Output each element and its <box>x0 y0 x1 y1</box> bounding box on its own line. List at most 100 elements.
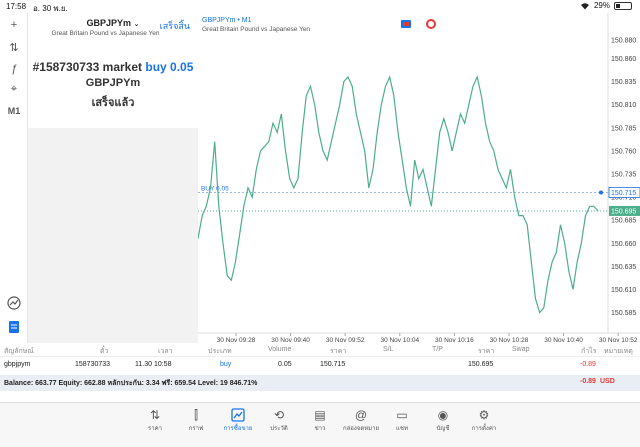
price-chart-svg[interactable]: GBPJPYm • M1 Great Britain Pound vs Japa… <box>198 13 640 343</box>
nav-chart[interactable]: ⫿ กราฟ <box>176 407 216 433</box>
header-profit[interactable]: กำไร <box>581 348 597 355</box>
nav-trade[interactable]: การซื้อขาย <box>218 407 258 433</box>
order-level-handle[interactable] <box>599 190 603 195</box>
chevron-down-icon: ⌄ <box>133 21 140 28</box>
cell-ticket: 158730733 <box>75 361 111 368</box>
cell-profit: -0.89 <box>580 361 596 368</box>
balance-summary: Balance: 663.77 Equity: 662.88 หลักประกั… <box>4 380 258 387</box>
price-tick-label: 150.860 <box>611 56 636 63</box>
nav-label: แชท <box>396 426 408 432</box>
header-symbol[interactable]: สัญลักษณ์ <box>4 348 34 355</box>
status-date: อ. 30 พ.ย. <box>33 4 68 13</box>
symbol-selector[interactable]: GBPJPYm ⌄ <box>28 18 198 28</box>
price-axis: 150.880 150.860 150.835 150.810 150.785 150.7… <box>611 38 636 317</box>
cell-current-price: 150.695 <box>468 361 494 368</box>
nav-settings[interactable]: ⚙ การตั้งค่า <box>464 407 504 433</box>
account-icon: ◉ <box>437 408 449 422</box>
price-tick-label: 150.610 <box>611 287 636 294</box>
nav-label: ข่าว <box>314 426 326 432</box>
balance-row: Balance: 663.77 Equity: 662.88 หลักประกั… <box>0 375 640 391</box>
order-price-tag <box>608 187 640 198</box>
chat-icon: ▭ <box>396 408 408 422</box>
nav-news[interactable]: ▤ ข่าว <box>300 407 340 433</box>
depth-of-market-icon[interactable] <box>426 19 436 29</box>
time-tick-label: 30 Nov 10:16 <box>435 337 474 343</box>
price-line <box>198 75 599 314</box>
positions-table: สัญลักษณ์ ตั๋ว เวลา ประเภท Volume ราคา S… <box>0 343 640 391</box>
total-profit: -0.89 <box>580 378 596 385</box>
nav-label: การซื้อขาย <box>223 426 253 432</box>
nav-quotes[interactable]: ⇅ ราคา <box>135 407 175 433</box>
order-price-label: 150.715 <box>611 190 636 197</box>
header-ticket[interactable]: ตั๋ว <box>100 348 109 355</box>
order-type: buy 0.05 <box>145 60 194 74</box>
trade-icon <box>231 408 245 422</box>
order-panel-icon[interactable] <box>4 317 24 337</box>
done-button[interactable]: เสร็จสิ้น <box>159 21 190 31</box>
time-axis: 30 Nov 09:28 30 Nov 09:40 30 Nov 09:52 30 N… <box>217 333 638 343</box>
timeframe-button[interactable]: M1 <box>7 106 21 116</box>
symbol-description: Great Britain Pound vs Japanese Yen <box>51 30 160 37</box>
header-volume[interactable]: Volume <box>268 346 292 353</box>
battery-icon <box>614 1 632 10</box>
header-swap[interactable]: Swap <box>512 346 530 353</box>
table-row[interactable]: gbpjpym 158730733 11.30 10:58 buy 0.05 1… <box>0 358 640 374</box>
gear-icon: ⚙ <box>478 408 490 422</box>
one-click-trading-icon[interactable] <box>401 20 411 28</box>
status-bar: 17:58 อ. 30 พ.ย. 29% <box>0 0 640 13</box>
left-toolbar: + ⇅ ƒ ⌖ M1 <box>0 13 28 343</box>
header-comment[interactable]: หมายเหตุ <box>604 348 633 355</box>
order-status: เสร็จแล้ว <box>91 97 135 109</box>
nav-label: ประวัติ <box>270 426 288 432</box>
bid-price-tag <box>609 205 640 216</box>
cell-time: 11.30 10:58 <box>135 361 172 368</box>
price-tick-label: 150.735 <box>611 172 636 179</box>
chart-title: GBPJPYm • M1 <box>202 17 252 24</box>
candles-icon: ⫿ <box>194 408 198 422</box>
cell-symbol: gbpjpym <box>4 361 31 368</box>
indicators-icon[interactable]: ⇅ <box>9 41 19 54</box>
nav-accounts[interactable]: ◉ บัญชี <box>423 407 463 433</box>
battery-percent: 29% <box>593 1 610 10</box>
nav-mailbox[interactable]: @ กล่องจดหมาย <box>341 407 381 433</box>
battery-fill <box>616 3 621 8</box>
quotes-icon: ⇅ <box>149 408 161 422</box>
nav-label: กล่องจดหมาย <box>342 426 380 432</box>
time-tick-label: 30 Nov 09:52 <box>326 337 365 343</box>
header-sl[interactable]: S/L <box>383 346 394 353</box>
crosshair-icon[interactable]: + <box>10 19 18 31</box>
trade-history-icon[interactable] <box>4 293 24 313</box>
header-time[interactable]: เวลา <box>158 348 173 355</box>
price-tick-label: 150.785 <box>611 125 636 132</box>
nav-history[interactable]: ⟲ ประวัติ <box>259 407 299 433</box>
price-tick-label: 150.880 <box>611 38 636 45</box>
news-icon: ▤ <box>314 408 326 422</box>
header-current-price[interactable]: ราคา <box>478 348 495 355</box>
header-open-price[interactable]: ราคา <box>330 348 347 355</box>
nav-chat[interactable]: ▭ แชท <box>382 407 422 433</box>
cell-type: buy <box>220 361 232 368</box>
bid-price-label: 150.695 <box>611 208 636 215</box>
cell-volume: 0.05 <box>278 361 292 368</box>
objects-icon[interactable]: ⌖ <box>10 82 18 95</box>
order-ticket-line: #158730733 market buy 0.05 <box>28 60 198 74</box>
price-tick-label: 150.835 <box>611 79 636 86</box>
time-tick-label: 30 Nov 10:04 <box>380 337 419 343</box>
price-tick-label: 150.710 <box>611 195 636 202</box>
nav-label: กราฟ <box>188 426 204 432</box>
price-levels: BUY 0.05 150.715 150.695 <box>198 185 640 216</box>
order-symbol: GBPJPYm <box>85 77 141 89</box>
price-tick-label: 150.585 <box>611 310 636 317</box>
function-icon[interactable]: ƒ <box>10 63 18 75</box>
time-tick-label: 30 Nov 10:52 <box>599 337 638 343</box>
time-tick-label: 30 Nov 09:28 <box>217 337 256 343</box>
nav-label: การตั้งค่า <box>471 426 497 432</box>
order-panel: GBPJPYm ⌄ เสร็จสิ้น Great Britain Pound … <box>28 13 198 343</box>
header-tp[interactable]: T/P <box>432 346 443 353</box>
price-tick-label: 150.635 <box>611 264 636 271</box>
bottom-nav: ⇅ ราคา ⫿ กราฟ การซื้อขาย ⟲ ประวัติ ▤ ข่าว @ ก… <box>0 402 640 447</box>
price-tick-label: 150.660 <box>611 241 636 248</box>
header-type[interactable]: ประเภท <box>208 348 232 355</box>
mail-icon: @ <box>354 408 368 422</box>
price-chart[interactable]: GBPJPYm • M1 Great Britain Pound vs Japa… <box>198 13 640 343</box>
